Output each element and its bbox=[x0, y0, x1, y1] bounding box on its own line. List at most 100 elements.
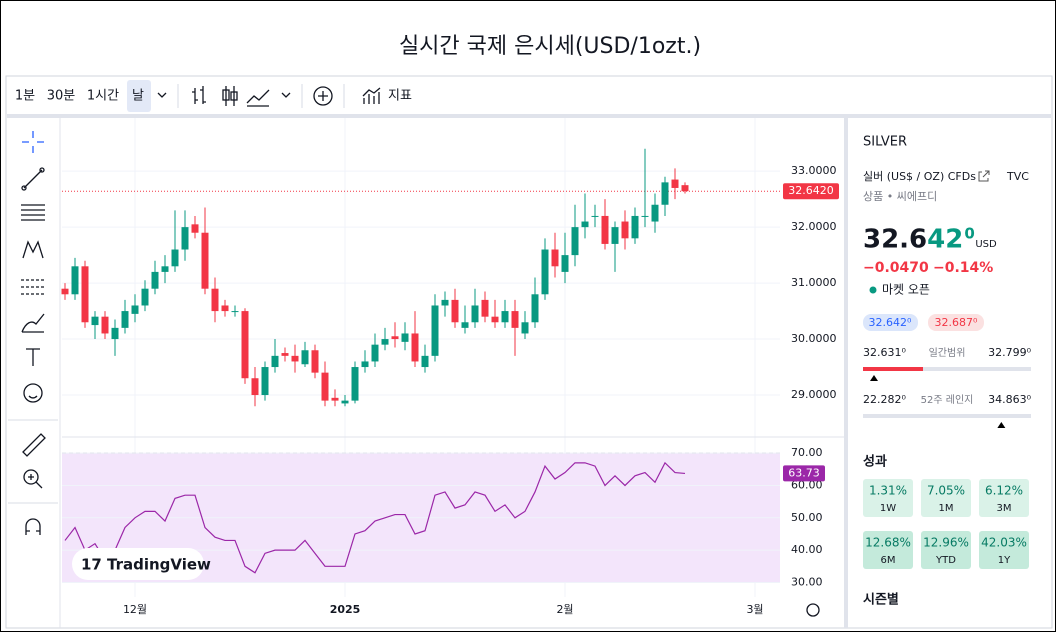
candle-body bbox=[561, 255, 569, 272]
candle-body bbox=[611, 227, 619, 244]
line-tool-end bbox=[21, 185, 27, 191]
range-marker bbox=[997, 422, 1006, 428]
performance-period: 6M bbox=[881, 555, 896, 566]
zoom-tool[interactable] bbox=[23, 469, 39, 485]
candle-body bbox=[101, 316, 109, 334]
candle-body bbox=[401, 333, 409, 342]
ask: 32.687⁰ bbox=[935, 316, 978, 329]
candle-body bbox=[491, 316, 499, 323]
crosshair-tool[interactable] bbox=[22, 131, 44, 153]
indicators-button[interactable]: 지표 bbox=[388, 89, 412, 104]
candle-body bbox=[571, 227, 579, 256]
candle-body bbox=[671, 179, 679, 188]
range-track bbox=[863, 367, 1031, 371]
candle-body bbox=[131, 305, 139, 314]
y-tick-label: 70.00 bbox=[791, 446, 823, 459]
candle-body bbox=[271, 355, 279, 368]
candle-body bbox=[621, 221, 629, 239]
widget-border bbox=[5, 75, 1053, 629]
settings-icon[interactable] bbox=[806, 603, 820, 617]
candle-body bbox=[111, 327, 119, 340]
candle-body bbox=[161, 266, 169, 272]
bid: 32.642⁰ bbox=[869, 316, 912, 329]
candles-icon-body bbox=[230, 91, 238, 101]
area-icon[interactable] bbox=[246, 89, 270, 107]
bars-icon[interactable] bbox=[192, 86, 206, 104]
candle-body bbox=[431, 305, 439, 356]
fib-tool[interactable] bbox=[21, 204, 45, 221]
sidebar: SILVER 실버 (US$ / OZ) CFDs TVC 상품 • 씨에프디 32.6… bbox=[863, 135, 1032, 608]
candle-body bbox=[421, 355, 429, 368]
price: 42 bbox=[927, 225, 963, 255]
status-dot bbox=[869, 286, 877, 294]
candle-body bbox=[681, 185, 689, 192]
price-label: 32.6420 bbox=[788, 184, 834, 197]
add-icon[interactable] bbox=[313, 86, 333, 106]
range-low: 22.282⁰ bbox=[863, 393, 906, 406]
zoom-plus bbox=[28, 474, 43, 489]
pattern-tool[interactable] bbox=[22, 240, 44, 259]
seasonal-title: 시즌별 bbox=[863, 592, 899, 608]
interval-button[interactable]: 30분 bbox=[47, 89, 76, 104]
brush-tool[interactable] bbox=[21, 313, 45, 333]
rsi-label: 63.73 bbox=[788, 466, 820, 479]
add-icon-plus bbox=[318, 91, 328, 101]
candle-body bbox=[461, 322, 469, 328]
performance-value: 7.05% bbox=[927, 484, 965, 498]
line-tool[interactable] bbox=[23, 169, 43, 189]
candle-body bbox=[661, 182, 669, 205]
text-tool[interactable] bbox=[26, 348, 40, 366]
candle-body bbox=[261, 367, 269, 396]
interval-button[interactable]: 날 bbox=[132, 89, 144, 104]
performance-period: 1W bbox=[880, 503, 896, 514]
candle-body bbox=[141, 288, 149, 306]
performance-cell bbox=[979, 479, 1029, 517]
performance-cell bbox=[921, 531, 971, 569]
market-status: 마켓 오픈 bbox=[882, 283, 930, 297]
candle-body bbox=[81, 266, 89, 323]
candle-body bbox=[301, 350, 309, 365]
range-high: 32.799⁰ bbox=[988, 346, 1031, 359]
candle-body bbox=[591, 215, 599, 217]
range-fill bbox=[863, 367, 923, 371]
range-track bbox=[863, 414, 1031, 418]
candles-icon[interactable] bbox=[225, 86, 235, 106]
candle-body bbox=[391, 336, 399, 340]
price: 32.6 bbox=[863, 225, 927, 255]
x-tick-label: 12월 bbox=[123, 603, 147, 616]
candle-body bbox=[551, 249, 559, 267]
forecast-tool[interactable] bbox=[21, 279, 45, 295]
range-label: 52주 레인지 bbox=[921, 394, 974, 406]
candle-body bbox=[441, 299, 449, 306]
candle-body bbox=[361, 361, 369, 368]
performance-cell bbox=[863, 479, 913, 517]
external-link-icon[interactable] bbox=[978, 170, 990, 182]
symbol: SILVER bbox=[863, 135, 907, 150]
change-percent: −0.14% bbox=[933, 260, 993, 276]
performance-period: 1M bbox=[939, 503, 954, 514]
interval-active-bg bbox=[127, 80, 151, 112]
x-tick-label: 2025 bbox=[330, 603, 361, 616]
y-tick-label: 33.0000 bbox=[791, 164, 837, 177]
candle-body bbox=[651, 204, 659, 222]
candle-body bbox=[121, 311, 129, 328]
emoji-tool[interactable] bbox=[23, 383, 43, 403]
candle-body bbox=[531, 294, 539, 323]
candle-body bbox=[211, 288, 219, 312]
candle-body bbox=[221, 305, 229, 312]
magnet-tool[interactable] bbox=[25, 518, 41, 535]
candle-body bbox=[61, 288, 69, 295]
chevron bbox=[157, 92, 167, 98]
watermark: 17 TradingView bbox=[72, 548, 211, 580]
indicator-icon[interactable] bbox=[362, 87, 381, 104]
ruler-tool[interactable] bbox=[22, 433, 46, 457]
performance-value: 12.68% bbox=[865, 536, 911, 550]
range-high: 34.863⁰ bbox=[988, 393, 1031, 406]
performance-value: 42.03% bbox=[981, 536, 1027, 550]
bid-bg bbox=[863, 314, 918, 331]
candle-body bbox=[181, 227, 189, 250]
interval-button[interactable]: 1시간 bbox=[87, 89, 119, 104]
candle-body bbox=[171, 249, 179, 267]
interval-button[interactable]: 1분 bbox=[15, 89, 35, 104]
